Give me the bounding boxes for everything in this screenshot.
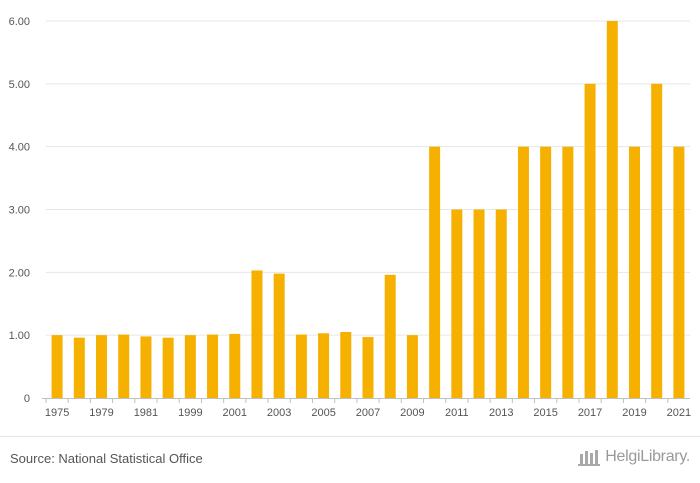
bar-2000[interactable] (207, 334, 219, 398)
y-tick-label: 6.00 (9, 16, 30, 28)
bar-2017[interactable] (584, 83, 596, 398)
bar-2003[interactable] (273, 273, 285, 398)
x-tick-label: 2005 (311, 407, 335, 419)
bar-2008[interactable] (384, 274, 396, 398)
bar-chart: 0 1.00 2.00 3.00 4.00 5.00 6.00 1975 1979 1981 199… (9, 16, 692, 419)
bar-2020[interactable] (651, 83, 663, 398)
x-tick-label: 1979 (89, 407, 113, 419)
bar-2005[interactable] (318, 333, 330, 398)
x-tick-label: 2009 (400, 407, 424, 419)
brand-name: HelgiLibrary. (605, 448, 690, 465)
bar-2009[interactable] (406, 335, 418, 398)
x-tick-label: 2001 (223, 407, 247, 419)
x-tick-label: 2007 (356, 407, 380, 419)
bar-2016[interactable] (562, 146, 574, 398)
bar-2002[interactable] (251, 270, 263, 398)
brand-logo[interactable]: HelgiLibrary. (577, 448, 690, 466)
y-tick-label: 3.00 (9, 205, 30, 217)
x-tick-label: 2011 (445, 407, 469, 419)
bar-2001[interactable] (229, 333, 241, 398)
y-tick-label: 0 (24, 393, 30, 405)
y-tick-label: 1.00 (9, 330, 30, 342)
x-tick-label: 2021 (667, 407, 691, 419)
y-tick-label: 4.00 (9, 142, 30, 154)
footer-divider (0, 436, 700, 437)
bar-2015[interactable] (540, 146, 552, 398)
x-tick-label: 2019 (622, 407, 646, 419)
bar-2007[interactable] (362, 337, 374, 398)
bar-2018[interactable] (606, 21, 618, 398)
bar-2011[interactable] (451, 209, 463, 399)
bar-1999[interactable] (184, 335, 196, 398)
bar-2004[interactable] (295, 334, 307, 398)
bar-1977[interactable] (73, 337, 85, 398)
bar-1981[interactable] (140, 336, 152, 398)
y-tick-label: 2.00 (9, 267, 30, 279)
bar-2019[interactable] (628, 146, 640, 398)
x-tick-label: 2003 (267, 407, 291, 419)
bar-1979[interactable] (96, 335, 108, 398)
y-tick-label: 5.00 (9, 79, 30, 91)
bar-2014[interactable] (517, 146, 529, 398)
bar-2010[interactable] (429, 146, 441, 398)
bar-2006[interactable] (340, 332, 352, 398)
bar-1990[interactable] (162, 337, 174, 398)
bar-2021[interactable] (673, 146, 685, 398)
bar-1980[interactable] (118, 334, 130, 398)
x-tick-label: 2013 (489, 407, 513, 419)
x-tick-label: 1981 (134, 407, 158, 419)
x-tick-label: 2017 (578, 407, 602, 419)
x-tick-label: 1999 (178, 407, 202, 419)
library-icon (578, 450, 601, 466)
source-note: Source: National Statistical Office (10, 451, 203, 466)
x-tick-label: 2015 (533, 407, 557, 419)
bar-2013[interactable] (495, 209, 507, 399)
x-tick-label: 1975 (45, 407, 69, 419)
bar-1975[interactable] (51, 335, 63, 398)
bar-2012[interactable] (473, 209, 485, 399)
